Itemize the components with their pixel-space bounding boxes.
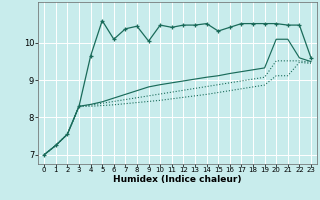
X-axis label: Humidex (Indice chaleur): Humidex (Indice chaleur) <box>113 175 242 184</box>
